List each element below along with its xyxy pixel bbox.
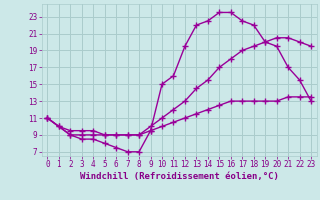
X-axis label: Windchill (Refroidissement éolien,°C): Windchill (Refroidissement éolien,°C) [80,172,279,181]
